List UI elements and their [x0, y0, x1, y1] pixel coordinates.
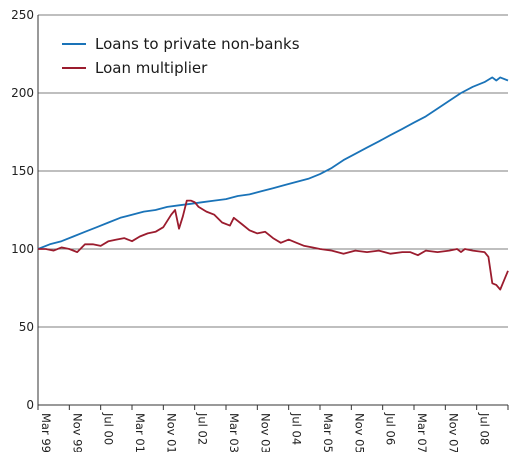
x-tick-label: Nov 01	[164, 413, 178, 452]
y-tick-label: 100	[11, 242, 34, 256]
x-tick-label: Mar 07	[415, 413, 429, 452]
y-tick-label: 150	[11, 164, 34, 178]
legend-label-multiplier: Loan multiplier	[95, 59, 208, 77]
x-tick-label: Jul 02	[196, 412, 210, 445]
x-tick-label: Nov 05	[352, 413, 366, 452]
y-tick-label: 50	[19, 320, 34, 334]
x-tick-label: Jul 08	[478, 412, 492, 445]
x-tick-label: Jul 04	[290, 412, 304, 445]
x-tick-label: Jul 00	[102, 412, 116, 445]
y-tick-label: 0	[26, 398, 34, 412]
x-tick-label: Nov 99	[70, 413, 84, 452]
y-tick-label: 200	[11, 86, 34, 100]
x-tick-label: Mar 99	[39, 413, 53, 452]
x-tick-label: Mar 01	[133, 413, 147, 452]
series-lines	[37, 76, 509, 291]
legend-label-loans: Loans to private non-banks	[95, 35, 300, 53]
x-tick-label: Nov 07	[446, 413, 460, 452]
x-tick-label: Mar 05	[321, 413, 335, 452]
x-tick-label: Nov 03	[258, 413, 272, 452]
x-tick-label: Jul 06	[384, 412, 398, 445]
legend: Loans to private non-banks Loan multipli…	[62, 35, 300, 77]
x-axis: Mar 99 Nov 99 Jul 00 Mar 01 Nov 01 Jul 02 Mar …	[37, 405, 510, 452]
grid	[37, 14, 508, 406]
x-tick-label: Mar 03	[227, 413, 241, 452]
y-axis: 0 50 100 150 200 250	[11, 8, 34, 412]
series-line-loans	[37, 76, 509, 250]
series-line-multiplier	[38, 199, 509, 291]
y-tick-label: 250	[11, 8, 34, 22]
